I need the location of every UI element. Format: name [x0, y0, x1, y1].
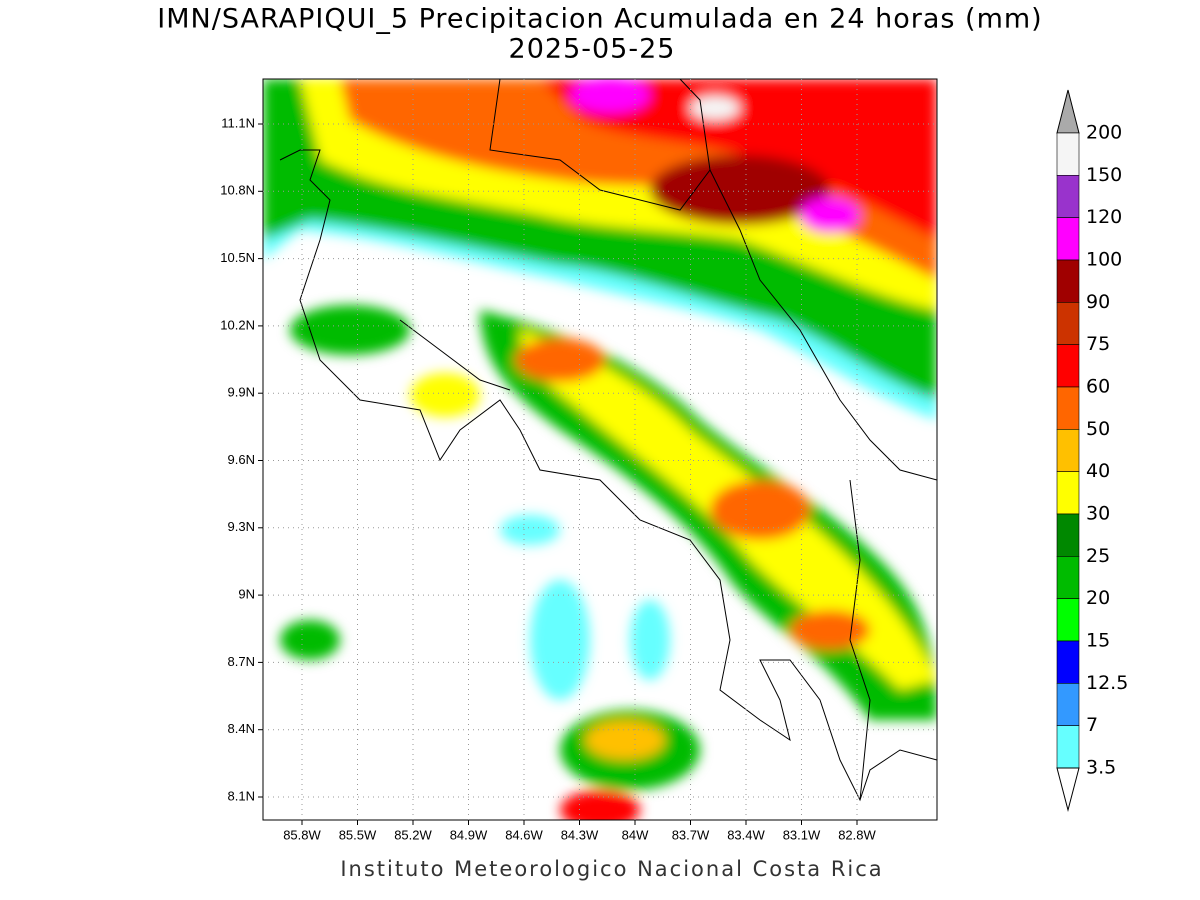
colorbar-box: [1056, 386, 1080, 430]
lon-tick-label: 83.7W: [672, 827, 710, 842]
colorbar-box: [1056, 556, 1080, 599]
colorbar-label: 150: [1086, 164, 1122, 186]
lon-tick-label: 84.3W: [561, 827, 599, 842]
lat-tick-label: 8.4N: [228, 721, 255, 736]
lon-tick-label: 85.2W: [394, 827, 432, 842]
colorbar-label: 25: [1086, 545, 1110, 567]
colorbar-box: [1056, 259, 1080, 303]
lat-tick-label: 10.5N: [220, 250, 255, 265]
lat-tick-label: 9.9N: [228, 385, 255, 400]
footer: Instituto Meteorologico Nacional Costa R…: [340, 857, 883, 881]
colorbar-box: [1056, 471, 1080, 515]
coastlines: [279, 79, 937, 802]
lon-tick-label: 83.4W: [727, 827, 765, 842]
colorbar-label: 12.5: [1086, 672, 1128, 694]
lat-tick-label: 8.7N: [228, 654, 255, 669]
lat-tick-label: 9.6N: [228, 452, 255, 467]
colorbar-label: 75: [1086, 333, 1110, 355]
colorbar-label: 90: [1086, 291, 1110, 313]
lat-tick-label: 10.2N: [220, 317, 255, 332]
axes: 11.1N 10.8N 10.5N 10.2N 9.9N 9.6N 9.3N 9N 8.7N 8.…: [220, 79, 937, 842]
colorbar-box: [1056, 217, 1080, 261]
colorbar-box: [1056, 175, 1080, 218]
colorbar-label: 60: [1086, 376, 1110, 398]
colorbar-box: [1056, 598, 1080, 642]
colorbar-triangle: [1056, 767, 1080, 812]
title: IMN/SARAPIQUI_5 Precipitacion Acumulada …: [157, 4, 1042, 35]
colorbar-label: 200: [1086, 122, 1122, 144]
lon-tick-label: 84.6W: [505, 827, 543, 842]
lat-tick-label: 9N: [238, 587, 255, 602]
colorbar-label: 120: [1086, 206, 1122, 228]
colorbar-triangle: [1056, 89, 1080, 134]
colorbar: 200 150 120 100 90 75 60 50 40 30 25 20 15 12.5 7 3.5: [1056, 89, 1128, 812]
colorbar-box: [1056, 302, 1080, 345]
lat-tick-label: 9.3N: [228, 519, 255, 534]
colorbar-label: 100: [1086, 249, 1122, 271]
map-frame: [262, 78, 938, 821]
colorbar-label: 40: [1086, 460, 1110, 482]
colorbar-label: 50: [1086, 418, 1110, 440]
colorbar-box: [1056, 725, 1080, 769]
colorbar-label: 7: [1086, 714, 1098, 736]
lon-tick-label: 83.1W: [783, 827, 821, 842]
lon-tick-label: 82.8W: [838, 827, 876, 842]
colorbar-box: [1056, 640, 1080, 684]
lon-tick-label: 85.5W: [339, 827, 377, 842]
colorbar-box: [1056, 344, 1080, 388]
colorbar-box: [1056, 513, 1080, 557]
lon-tick-label: 84.9W: [450, 827, 488, 842]
colorbar-label: 20: [1086, 587, 1110, 609]
colorbar-label: 3.5: [1086, 757, 1116, 779]
lon-tick-label: 84W: [622, 827, 649, 842]
colorbar-box: [1056, 132, 1080, 176]
lat-tick-label: 10.8N: [220, 183, 255, 198]
colorbar-label: 30: [1086, 503, 1110, 525]
lon-tick-label: 85.8W: [283, 827, 321, 842]
lat-tick-label: 11.1N: [221, 115, 255, 130]
colorbar-label: 15: [1086, 630, 1110, 652]
lat-tick-label: 8.1N: [228, 788, 255, 803]
colorbar-box: [1056, 429, 1080, 472]
date: 2025-05-25: [509, 34, 676, 65]
colorbar-box: [1056, 683, 1080, 726]
